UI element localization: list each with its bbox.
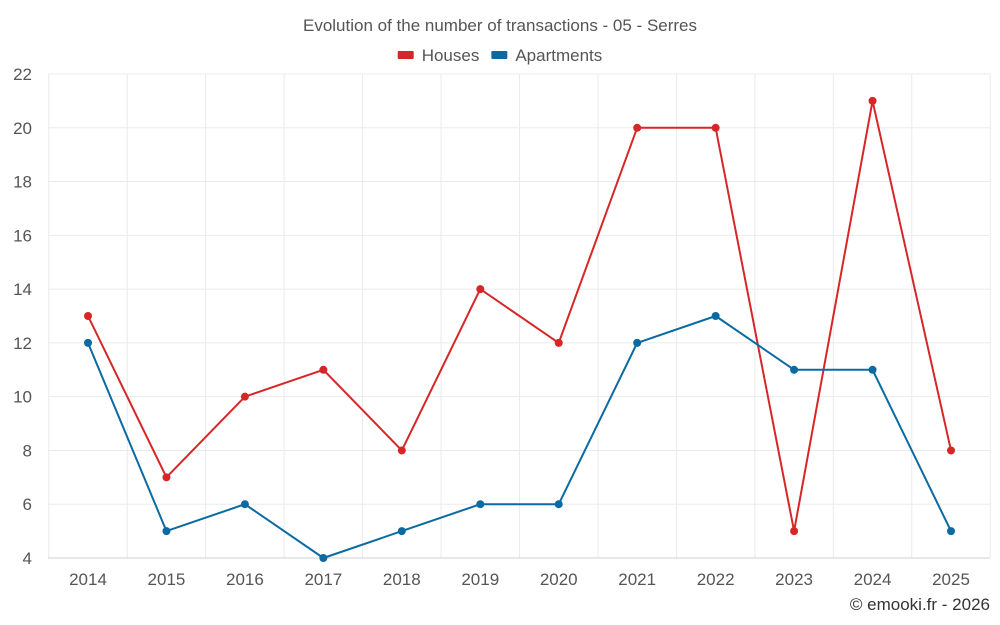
x-tick-label: 2023	[775, 570, 813, 589]
x-tick-label: 2018	[383, 570, 421, 589]
y-tick-label: 22	[13, 65, 32, 84]
legend-label-apartments: Apartments	[515, 46, 602, 65]
x-tick-label: 2019	[461, 570, 499, 589]
x-tick-label: 2014	[69, 570, 107, 589]
x-tick-label: 2021	[618, 570, 656, 589]
x-tick-label: 2015	[148, 570, 186, 589]
chart-title: Evolution of the number of transactions …	[303, 16, 697, 35]
data-point-apartments[interactable]	[84, 338, 92, 347]
data-point-apartments[interactable]	[790, 365, 799, 374]
y-tick-label: 16	[13, 226, 32, 245]
data-point-houses[interactable]	[84, 312, 92, 320]
series-apartments	[84, 312, 955, 562]
x-tick-label: 2016	[226, 570, 264, 589]
y-tick-label: 20	[13, 119, 32, 138]
x-tick-label: 2024	[854, 570, 892, 589]
legend-swatch-apartments[interactable]	[491, 51, 508, 59]
series-line-houses	[87, 99, 952, 533]
data-point-houses[interactable]	[790, 527, 799, 536]
grid	[48, 73, 991, 558]
x-tick-label: 2022	[697, 570, 735, 589]
data-point-apartments[interactable]	[162, 527, 171, 536]
y-tick-label: 14	[13, 280, 32, 299]
y-tick-label: 8	[23, 441, 32, 460]
x-tick-label: 2025	[932, 570, 970, 589]
data-point-apartments[interactable]	[240, 500, 249, 509]
data-point-apartments[interactable]	[633, 338, 642, 347]
data-point-apartments[interactable]	[476, 500, 485, 509]
data-point-houses[interactable]	[240, 392, 249, 401]
series-line-apartments	[87, 315, 952, 559]
data-point-houses[interactable]	[476, 285, 485, 294]
y-tick-label: 10	[13, 388, 32, 407]
y-tick-label: 18	[13, 173, 32, 192]
data-point-houses[interactable]	[633, 123, 642, 132]
series-houses	[84, 96, 955, 536]
data-point-houses[interactable]	[868, 96, 877, 105]
data-point-apartments[interactable]	[319, 554, 328, 562]
legend-swatch-houses[interactable]	[397, 51, 414, 59]
data-point-houses[interactable]	[711, 123, 720, 132]
y-tick-label: 6	[23, 495, 32, 514]
legend-label-houses: Houses	[422, 46, 480, 65]
legend: Houses Apartments	[397, 46, 602, 65]
data-point-houses[interactable]	[319, 365, 328, 374]
data-point-houses[interactable]	[162, 473, 171, 482]
data-point-apartments[interactable]	[397, 527, 406, 536]
y-tick-label: 12	[13, 334, 32, 353]
data-point-apartments[interactable]	[554, 500, 563, 509]
data-point-apartments[interactable]	[947, 527, 955, 536]
y-tick-label: 4	[23, 549, 32, 568]
credit-text: © emooki.fr - 2026	[850, 595, 990, 614]
x-tick-label: 2020	[540, 570, 578, 589]
data-point-houses[interactable]	[397, 446, 406, 455]
data-point-apartments[interactable]	[868, 365, 877, 374]
data-point-houses[interactable]	[554, 338, 563, 347]
x-tick-label: 2017	[304, 570, 342, 589]
series-layer	[84, 96, 955, 562]
data-point-houses[interactable]	[947, 446, 955, 455]
data-point-apartments[interactable]	[711, 312, 720, 320]
